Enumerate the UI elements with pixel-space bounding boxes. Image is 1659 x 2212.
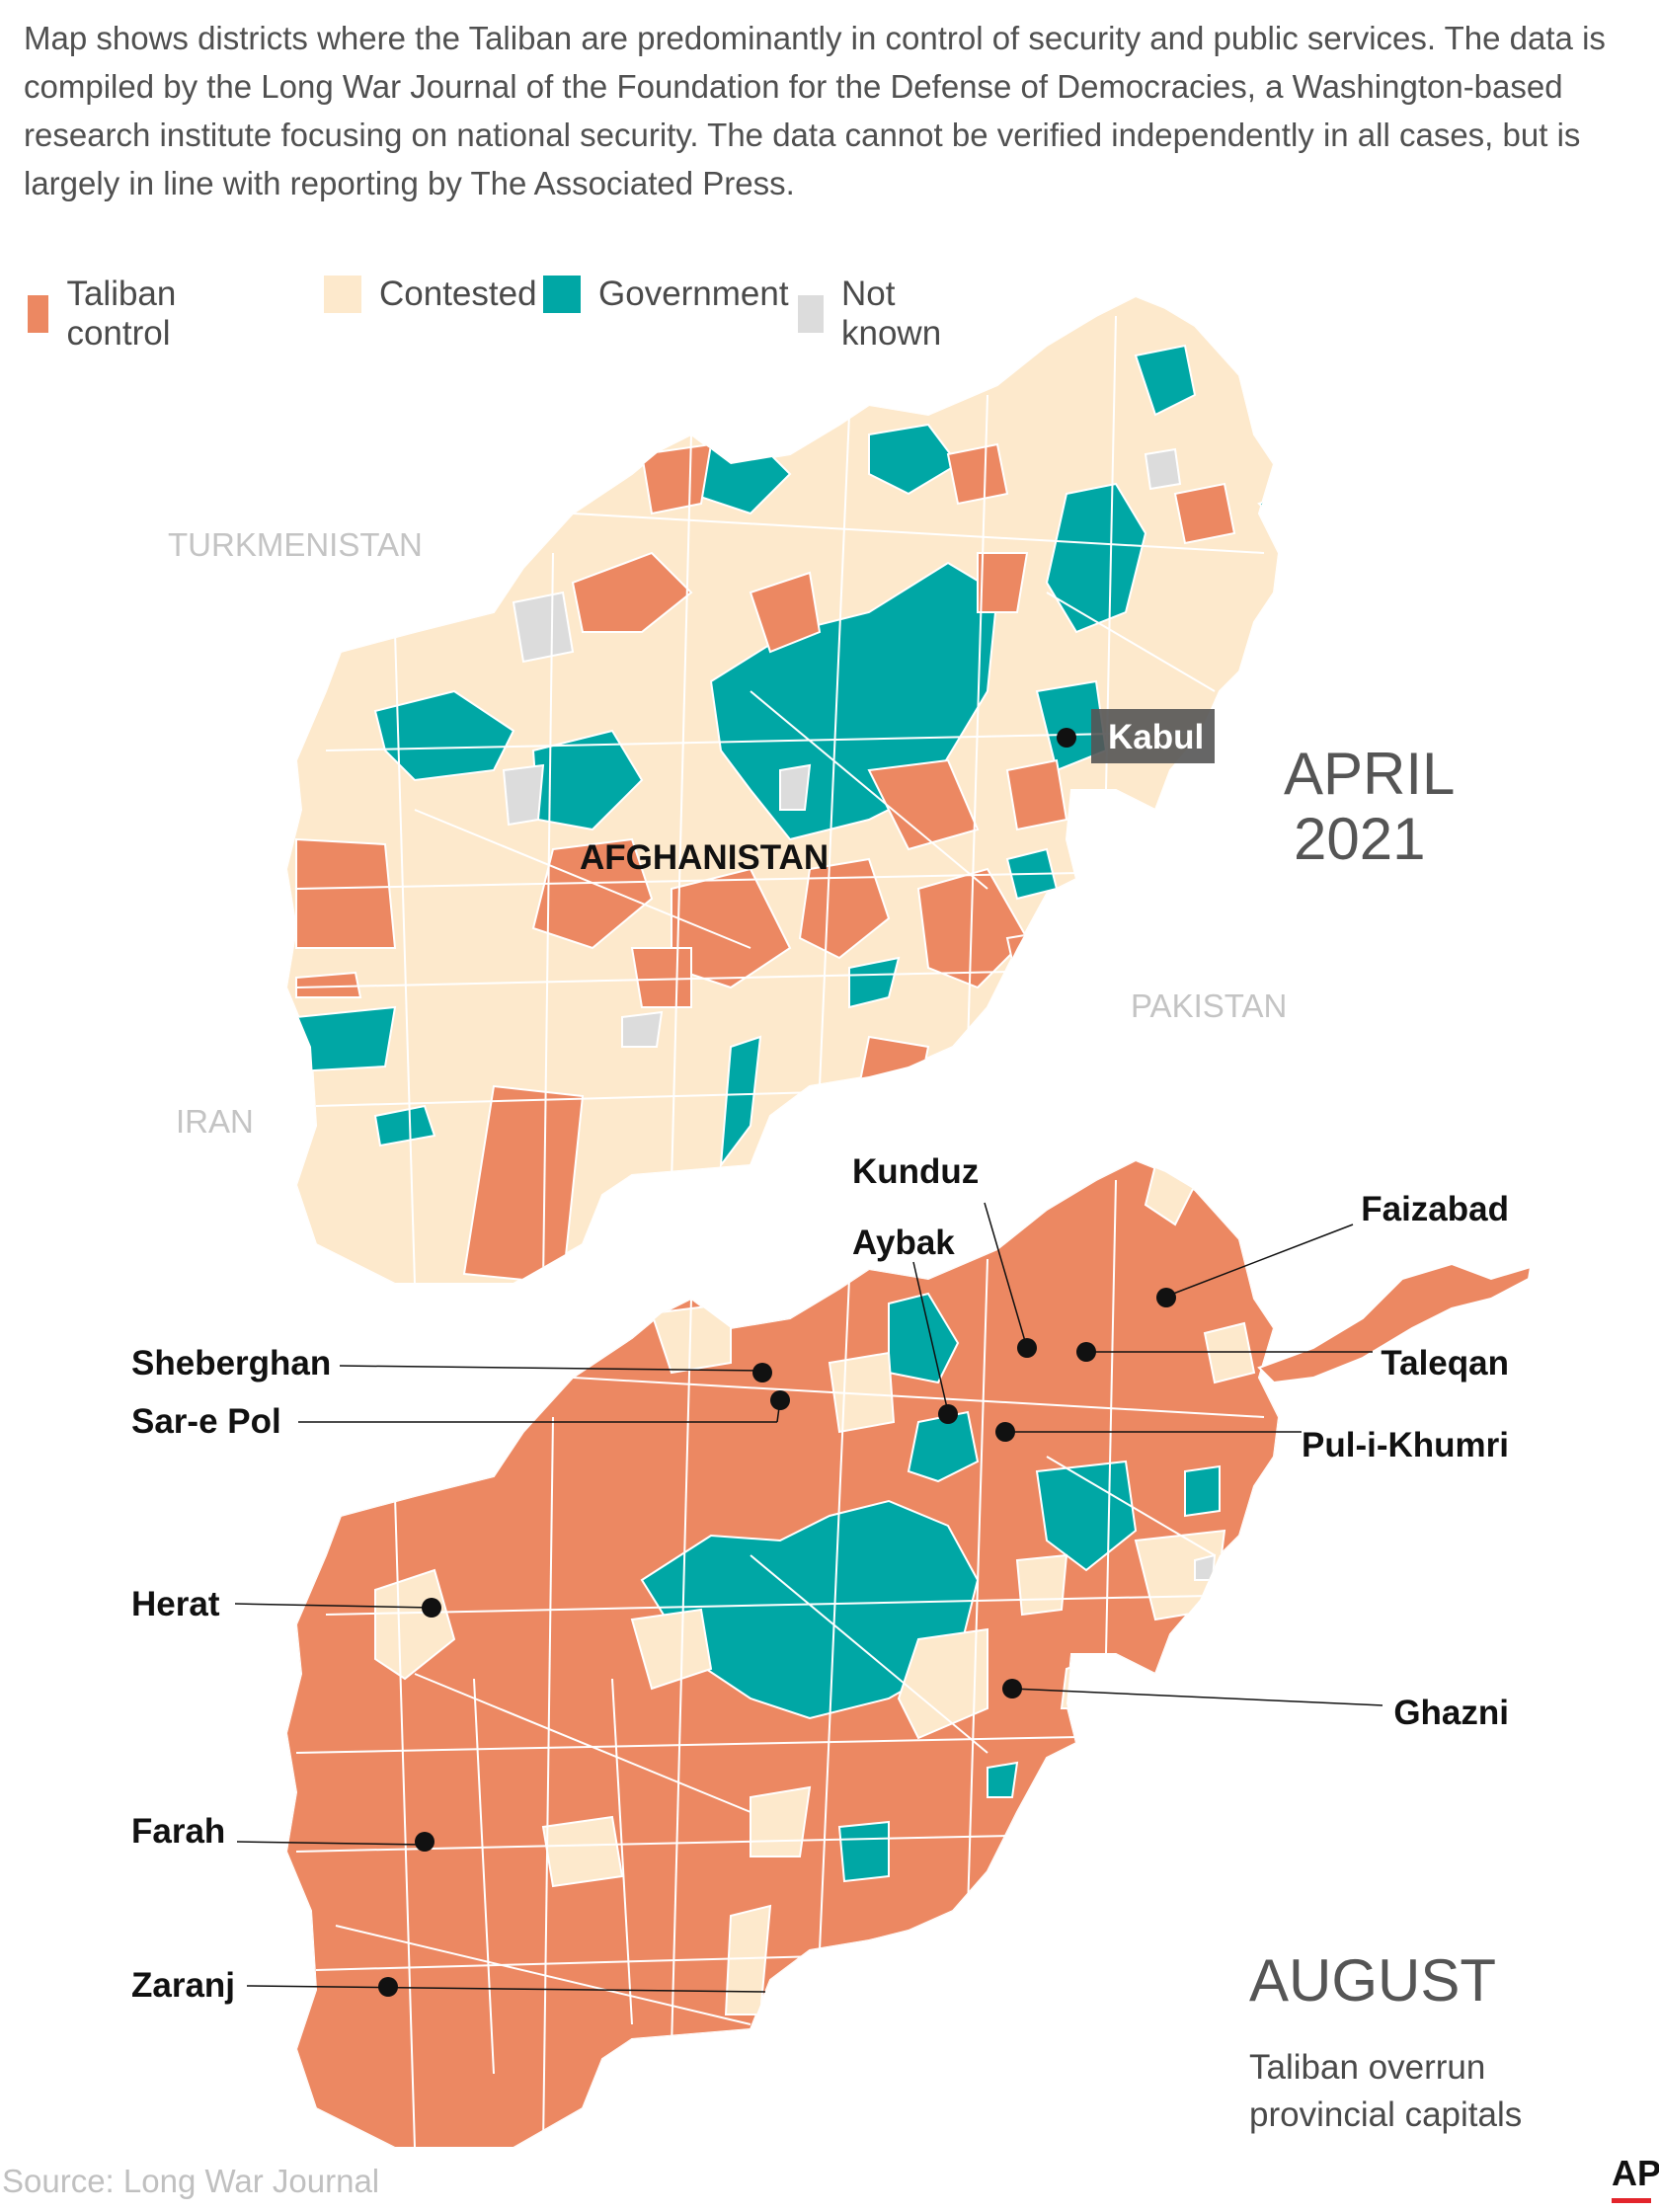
label-zaranj: Zaranj <box>131 1966 235 2005</box>
april-districts <box>286 296 1279 1284</box>
label-pakistan: PAKISTAN <box>1131 988 1287 1024</box>
april-title-line2: 2021 <box>1294 806 1426 872</box>
label-iran: IRAN <box>176 1103 254 1140</box>
legend-item-contested: Contested <box>324 275 537 314</box>
label-sar-e-pol: Sar-e Pol <box>131 1402 281 1441</box>
sar-e-pol-marker <box>770 1390 790 1410</box>
legend-label-contested: Contested <box>379 275 537 313</box>
label-faizabad: Faizabad <box>1361 1190 1509 1228</box>
ap-logo: AP <box>1612 2153 1659 2193</box>
label-farah: Farah <box>131 1812 225 1851</box>
label-afghanistan: AFGHANISTAN <box>580 838 829 877</box>
city-markers <box>378 1288 1176 1997</box>
label-pul-i-khumri: Pul-i-Khumri <box>1302 1426 1509 1464</box>
label-kunduz: Kunduz <box>852 1152 979 1191</box>
legend-label-not-known: Not known <box>841 275 942 353</box>
kabul-marker <box>1057 728 1076 748</box>
label-turkmenistan: TURKMENISTAN <box>168 526 423 563</box>
kabul-label: Kabul <box>1108 718 1204 756</box>
label-herat: Herat <box>131 1585 220 1623</box>
source-note: Source: Long War Journal <box>2 2163 380 2199</box>
intro-text: Map shows districts where the Taliban ar… <box>24 20 1606 201</box>
wakhan-corridor <box>1257 1262 1533 1384</box>
label-taleqan: Taleqan <box>1381 1344 1509 1382</box>
august-subtitle-line2: provincial capitals <box>1249 2095 1523 2134</box>
legend-label-government: Government <box>598 275 789 313</box>
label-ghazni: Ghazni <box>1393 1694 1509 1732</box>
government-swatch <box>543 276 581 313</box>
ap-logo-bar <box>1612 2198 1651 2203</box>
legend-item-government: Government <box>543 275 789 314</box>
contested-swatch <box>324 276 361 313</box>
august-subtitle-line1: Taliban overrun <box>1249 2048 1486 2087</box>
taliban-swatch <box>28 295 49 333</box>
august-subtitle: Taliban overrun provincial capitals <box>1249 2044 1522 2139</box>
label-sheberghan: Sheberghan <box>131 1344 331 1382</box>
pul-i-khumri-marker <box>995 1422 1015 1442</box>
legend-item-not-known: Not known <box>798 275 953 354</box>
not-known-swatch <box>798 295 824 333</box>
kunduz-marker <box>1017 1338 1037 1358</box>
ghazni-marker <box>1002 1679 1022 1698</box>
zaranj-marker <box>378 1977 398 1997</box>
herat-marker <box>422 1598 441 1618</box>
april-map: TURKMENISTAN PAKISTAN IRAN AFGHANISTAN K… <box>168 296 1287 1284</box>
taleqan-marker <box>1076 1342 1096 1362</box>
farah-marker <box>415 1832 434 1852</box>
leader-lines <box>234 1202 1383 1993</box>
sheberghan-marker <box>752 1363 772 1382</box>
label-aybak: Aybak <box>852 1224 955 1262</box>
august-districts <box>286 1160 1279 2148</box>
faizabad-marker <box>1156 1288 1176 1307</box>
aybak-marker <box>938 1404 958 1424</box>
kabul-label-box <box>1091 709 1215 763</box>
april-title-line1: APRIL <box>1284 741 1456 807</box>
august-title: AUGUST <box>1249 1947 1497 2014</box>
legend-label-taliban: Taliban control <box>66 275 177 353</box>
legend-item-taliban: Taliban control <box>28 275 193 354</box>
